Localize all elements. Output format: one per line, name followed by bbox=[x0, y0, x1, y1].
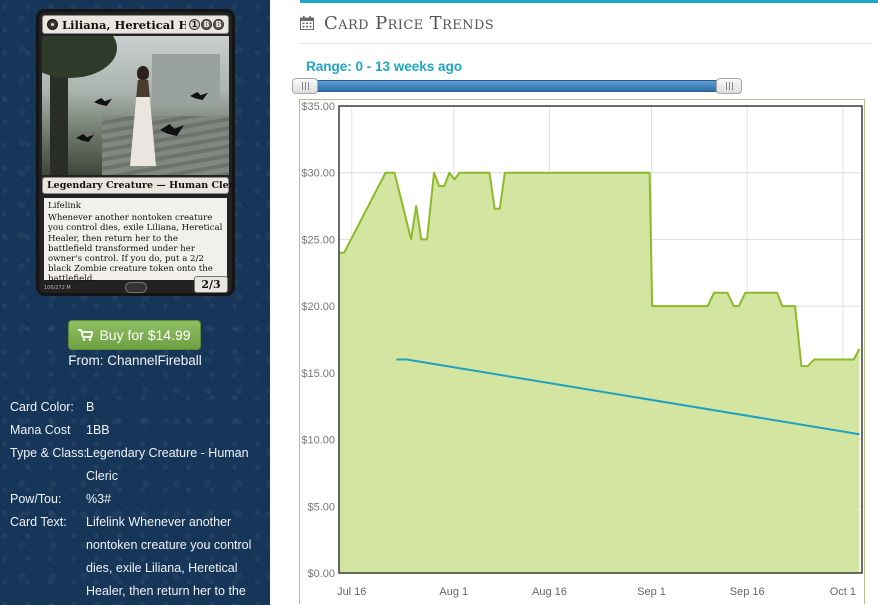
range-slider-handle-start[interactable] bbox=[292, 78, 318, 94]
buy-button[interactable]: Buy for $14.99 bbox=[68, 320, 201, 350]
header-divider bbox=[300, 43, 872, 44]
art-steps bbox=[102, 116, 229, 175]
color-indicator-icon bbox=[47, 19, 58, 30]
art-figure bbox=[128, 66, 158, 166]
x-tick-label: Aug 16 bbox=[532, 586, 567, 598]
panel-header: Card Price Trends bbox=[300, 11, 494, 35]
y-tick-label: $0.00 bbox=[307, 568, 335, 580]
price-chart-frame bbox=[299, 99, 865, 604]
detail-row-type-class: Type & Class: Legendary Creature - Human… bbox=[10, 446, 249, 483]
detail-row-card-text: Card Text: Lifelink Whenever another non… bbox=[10, 515, 252, 598]
card-name: Liliana, Heretical Healer bbox=[62, 17, 186, 32]
mana-cost: 1 B B bbox=[189, 19, 224, 30]
card-power-toughness: 2/3 bbox=[194, 276, 228, 293]
y-tick-label: $25.00 bbox=[301, 234, 335, 246]
detail-row-color: Card Color: B bbox=[10, 400, 95, 414]
card-artwork bbox=[42, 36, 229, 175]
detail-row-mana-cost: Mana Cost 1BB bbox=[10, 423, 110, 437]
art-building bbox=[152, 54, 220, 104]
crow-icon bbox=[76, 134, 94, 142]
card-collector-number: 106/272 M bbox=[44, 285, 71, 291]
y-tick-label: $20.00 bbox=[301, 301, 335, 313]
card-type-line: Legendary Creature — Human Cleric bbox=[42, 177, 232, 194]
calendar-icon bbox=[300, 16, 314, 30]
y-tick-label: $30.00 bbox=[301, 168, 335, 180]
vendor-label: From: ChannelFireball bbox=[68, 353, 202, 368]
mana-black-icon: B bbox=[201, 19, 212, 30]
card-rules-text: Lifelink Whenever another nontoken creat… bbox=[44, 198, 227, 284]
crow-icon bbox=[190, 92, 208, 100]
buy-button-label: Buy for $14.99 bbox=[99, 327, 191, 343]
card-image: Liliana, Heretical Healer 1 B B L bbox=[36, 9, 235, 296]
mana-black-icon: B bbox=[213, 19, 224, 30]
accent-top-bar bbox=[300, 0, 878, 3]
y-tick-label: $5.00 bbox=[307, 501, 335, 513]
plot-border bbox=[338, 105, 863, 574]
y-tick-label: $35.00 bbox=[301, 101, 335, 113]
mana-generic-icon: 1 bbox=[189, 19, 200, 30]
y-tick-label: $15.00 bbox=[301, 368, 335, 380]
crow-icon bbox=[94, 98, 112, 106]
sidebar: Liliana, Heretical Healer 1 B B L bbox=[0, 0, 270, 605]
shopping-cart-icon bbox=[78, 329, 94, 341]
panel-title: Card Price Trends bbox=[324, 12, 495, 34]
card-details: Card Color: B Mana Cost 1BB Type & Class… bbox=[10, 396, 266, 605]
x-tick-label: Aug 1 bbox=[439, 586, 468, 598]
detail-row-pow-tou: Pow/Tou: %3# bbox=[10, 492, 112, 506]
card-title-bar: Liliana, Heretical Healer 1 B B bbox=[42, 15, 229, 34]
range-slider-handle-end[interactable] bbox=[716, 78, 742, 94]
series-high-line bbox=[339, 171, 861, 368]
x-tick-label: Jul 16 bbox=[337, 586, 366, 598]
x-tick-label: Sep 1 bbox=[637, 586, 666, 598]
x-tick-label: Oct 1 bbox=[830, 586, 856, 598]
transform-icon bbox=[125, 282, 147, 293]
y-tick-label: $10.00 bbox=[301, 435, 335, 447]
range-label: Range: 0 - 13 weeks ago bbox=[306, 59, 463, 74]
series-high-area bbox=[339, 172, 860, 573]
series-avg-line bbox=[396, 358, 860, 436]
x-tick-label: Sep 16 bbox=[730, 586, 765, 598]
